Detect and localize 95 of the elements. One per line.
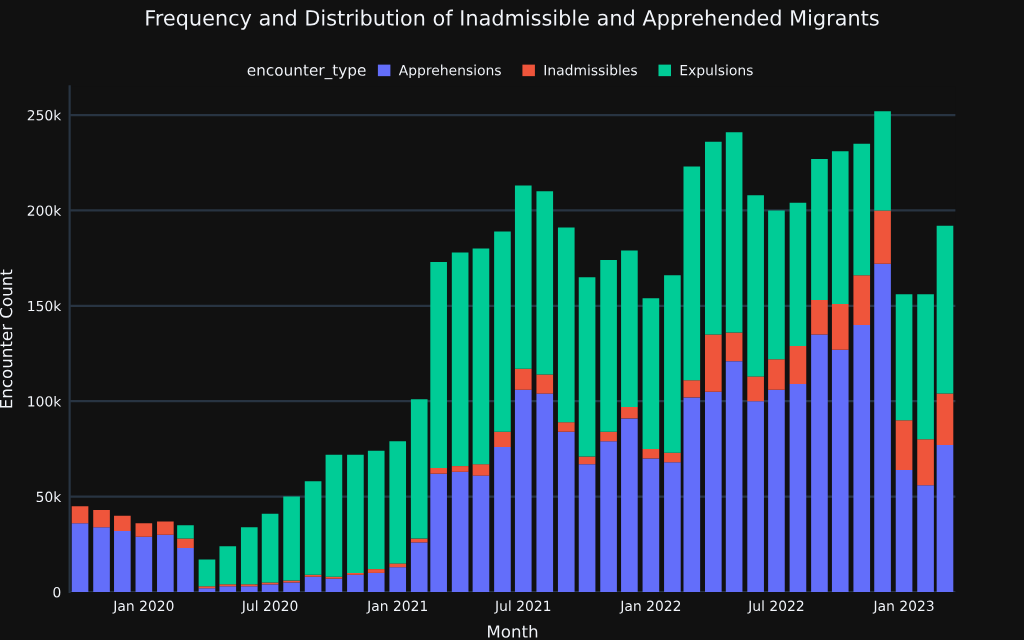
bar [177, 525, 194, 539]
bar [664, 452, 681, 463]
bar [789, 384, 807, 592]
bar [621, 406, 638, 419]
bar [811, 158, 828, 301]
bar [768, 210, 785, 360]
bar [514, 185, 532, 369]
bar [874, 111, 891, 211]
bar [472, 248, 490, 465]
bar [347, 454, 364, 573]
bar [430, 467, 447, 474]
bar [621, 250, 638, 407]
bar [283, 582, 300, 592]
bar [725, 361, 743, 592]
bar [347, 574, 364, 592]
bar [71, 523, 89, 592]
bar [704, 141, 722, 335]
bar [831, 151, 849, 304]
bar [895, 420, 913, 470]
bar [874, 210, 891, 264]
bar [874, 263, 891, 592]
bar [853, 324, 871, 592]
bar [600, 431, 617, 442]
bar [514, 368, 532, 390]
bar [389, 567, 407, 592]
bar [557, 422, 575, 432]
bar [135, 523, 153, 537]
bar [557, 431, 575, 592]
bar [536, 393, 554, 592]
bar [600, 441, 617, 592]
bar [451, 252, 469, 467]
bar [283, 496, 300, 581]
bar [114, 515, 131, 531]
bar [725, 332, 743, 362]
bar [683, 380, 701, 398]
bar [451, 466, 469, 472]
bar [831, 349, 849, 592]
bar [494, 231, 511, 432]
bar [177, 538, 194, 549]
bar [71, 506, 89, 524]
bar [642, 458, 660, 592]
bar [789, 202, 807, 346]
bar [747, 195, 764, 377]
bar [895, 294, 913, 421]
bar [895, 469, 913, 592]
bar [621, 418, 638, 592]
bar [114, 530, 131, 592]
bar [367, 572, 385, 592]
bar [304, 481, 322, 575]
bar [557, 227, 575, 423]
bar [725, 132, 743, 333]
bar [325, 578, 343, 592]
bar [831, 303, 849, 350]
bar [472, 475, 490, 592]
chart-title: Frequency and Distribution of Inadmissible and Apprehended Migrants [146, 9, 879, 30]
x-axis-title: Month [488, 624, 538, 638]
bar [642, 448, 660, 459]
bar [514, 389, 532, 592]
bar [135, 536, 153, 592]
bar [768, 359, 785, 390]
bar [240, 586, 258, 592]
bar [600, 260, 617, 432]
bar [811, 300, 828, 335]
bar [240, 527, 258, 585]
bar [304, 576, 322, 592]
bar [494, 431, 511, 447]
y-axis-title: Encounter Count [0, 269, 13, 408]
bar [704, 334, 722, 392]
bar [853, 275, 871, 325]
bar [261, 584, 279, 592]
bar [578, 464, 596, 592]
bar [536, 191, 554, 375]
bar [389, 441, 407, 564]
bar [578, 277, 596, 457]
bar [93, 527, 110, 592]
bar [747, 401, 764, 592]
bar [261, 513, 279, 583]
bar [704, 391, 722, 592]
bar [325, 454, 343, 577]
bar [853, 143, 871, 276]
bar [642, 298, 660, 449]
bar [219, 546, 237, 585]
bar [219, 586, 237, 592]
bar [451, 471, 469, 592]
bar [789, 345, 807, 385]
bar [536, 374, 554, 394]
bar [367, 450, 385, 570]
bar [747, 376, 764, 402]
bar [93, 509, 110, 528]
bar [811, 334, 828, 592]
bar [768, 389, 785, 592]
bar [472, 464, 490, 476]
bar [198, 559, 216, 587]
bar [157, 521, 174, 535]
bar [494, 447, 511, 592]
